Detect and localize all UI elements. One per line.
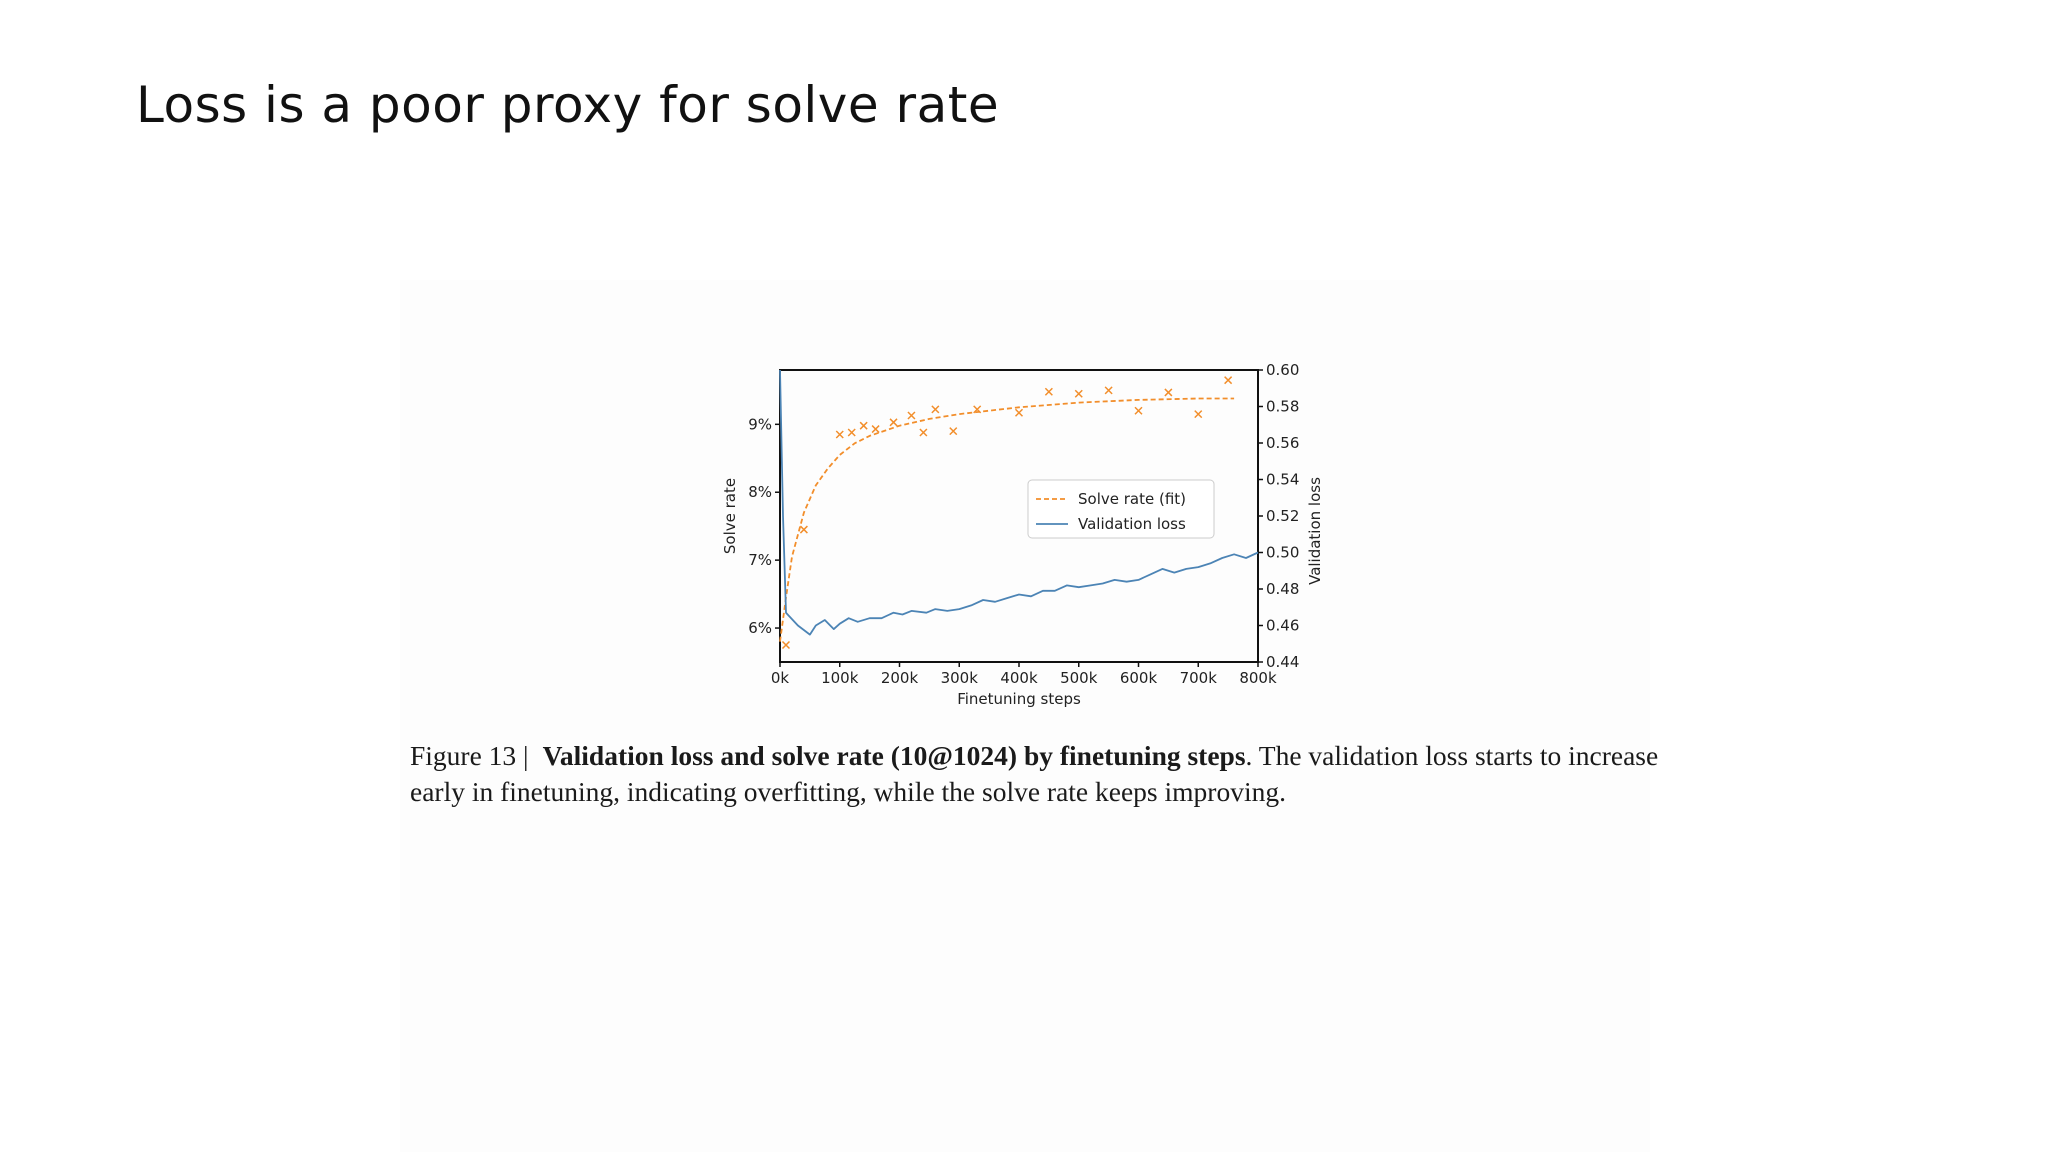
x-axis-label: Finetuning steps (957, 690, 1081, 708)
solve-rate-point (889, 418, 898, 427)
legend-label: Validation loss (1078, 515, 1186, 533)
y-left-tick-label: 7% (748, 551, 772, 569)
y-right-tick-label: 0.56 (1266, 434, 1299, 452)
legend-label: Solve rate (fit) (1078, 490, 1186, 508)
solve-rate-point (781, 640, 791, 650)
x-tick-label: 100k (821, 669, 859, 687)
solve-rate-point (799, 525, 808, 534)
solve-rate-point (835, 430, 844, 439)
chart: 0k 100k 200k 300k 400k 500k 600k 700k 800k Finetu… (721, 361, 1324, 708)
y-right-tick-label: 0.58 (1266, 398, 1299, 416)
solve-rate-point (919, 428, 928, 437)
x-tick-label: 200k (881, 669, 919, 687)
figure-background (400, 280, 1650, 1152)
y-right-tick-label: 0.54 (1266, 471, 1299, 489)
y-right-tick-label: 0.44 (1266, 653, 1299, 671)
solve-rate-point (871, 425, 880, 434)
x-tick-label: 800k (1239, 669, 1277, 687)
solve-rate-point (1014, 408, 1024, 417)
solve-rate-point (1224, 376, 1233, 385)
x-tick-label: 300k (941, 669, 979, 687)
validation-loss-line (779, 369, 1259, 636)
legend-box (1027, 479, 1215, 539)
y-left-tick-label: 6% (748, 619, 772, 637)
solve-rate-point (847, 428, 856, 437)
chart-content: 0k 100k 200k 300k 400k 500k 600k 700k 800k Finetu… (721, 361, 1324, 708)
solve-rate-point (1194, 410, 1203, 419)
y-right-tick-label: 0.50 (1266, 544, 1299, 562)
y-left-tick-label: 9% (748, 415, 772, 433)
y-left-tick-label: 8% (748, 483, 772, 501)
solve-rate-point (1074, 389, 1083, 398)
solve-rate-fit-line (779, 397, 1235, 642)
solve-rate-point (1134, 406, 1143, 415)
figure-caption: Figure 13 | Validation loss and solve rat… (410, 738, 1660, 810)
y-left-axis-label: Solve rate (721, 478, 739, 554)
slide-title: Loss is a poor proxy for solve rate (136, 76, 1000, 134)
x-tick-label: 400k (1000, 669, 1038, 687)
y-right-tick-label: 0.52 (1266, 507, 1299, 525)
y-right-tick-label: 0.46 (1266, 617, 1299, 635)
solve-rate-point (973, 405, 982, 414)
y-right-tick-label: 0.48 (1266, 580, 1299, 598)
x-tick-label: 700k (1180, 669, 1218, 687)
x-tick-label: 0k (771, 669, 790, 687)
solve-rate-point (949, 427, 958, 436)
solve-rate-point (1104, 386, 1113, 395)
caption-bold-text: Validation loss and solve rate (10@1024)… (542, 740, 1246, 771)
x-tick-label: 600k (1120, 669, 1158, 687)
solve-rate-point (1164, 388, 1173, 397)
solve-rate-point (859, 421, 868, 430)
y-right-axis-label: Validation loss (1306, 477, 1324, 585)
caption-text: . The validation loss starts to increase… (410, 740, 1659, 807)
caption-label: Figure 13 | (410, 740, 529, 771)
x-tick-label: 500k (1060, 669, 1098, 687)
solve-rate-point (907, 411, 916, 420)
y-right-tick-label: 0.60 (1266, 361, 1299, 379)
solve-rate-point (931, 405, 940, 414)
solve-rate-point (1044, 387, 1053, 396)
